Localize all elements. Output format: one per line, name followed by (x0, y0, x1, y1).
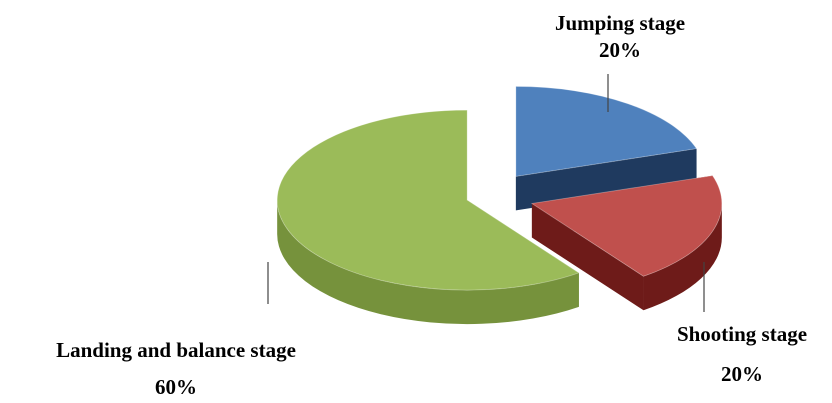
label-shooting-name: Shooting stage (677, 322, 807, 346)
label-landing-value: 60% (155, 375, 197, 399)
slice-tops (276, 86, 723, 291)
slice-wall-jumping (515, 86, 697, 211)
data-labels: Jumping stage 20% Shooting stage 20% Lan… (56, 11, 807, 399)
label-landing-name: Landing and balance stage (56, 338, 296, 362)
label-shooting-value: 20% (721, 362, 763, 386)
slice-rim-shooting (643, 203, 722, 311)
label-jumping-value: 20% (599, 38, 641, 62)
slice-rim-landing (277, 200, 579, 325)
label-jumping-name: Jumping stage (555, 11, 685, 35)
slice-landing (276, 109, 580, 291)
slice-jumping (515, 86, 698, 177)
leader-lines (267, 74, 705, 312)
slice-shooting (530, 175, 723, 277)
slice-side-jumping (515, 86, 697, 211)
